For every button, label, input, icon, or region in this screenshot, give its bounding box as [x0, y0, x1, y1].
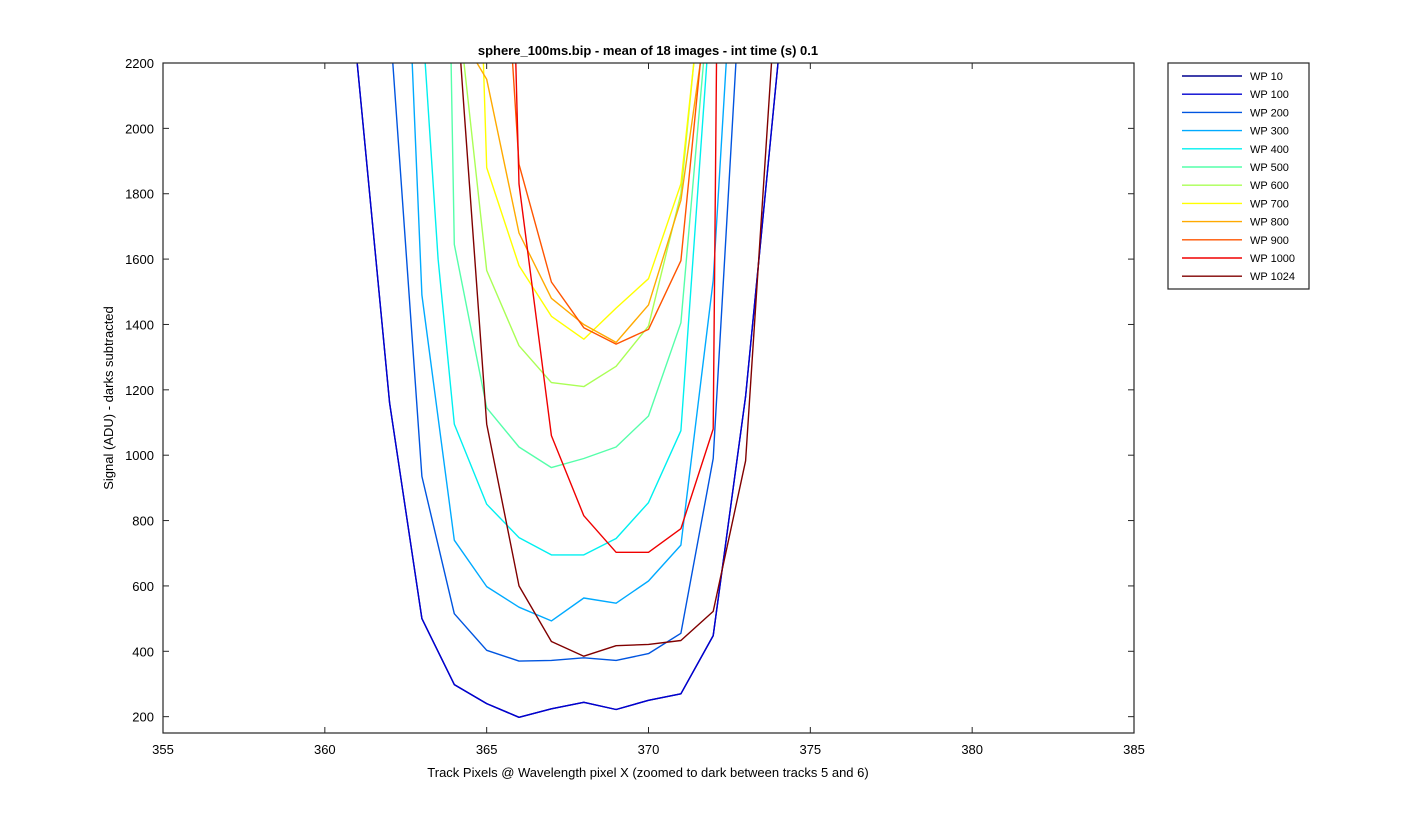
series-line — [515, 63, 718, 553]
y-tick-label: 1000 — [125, 448, 154, 463]
y-tick-label: 1600 — [125, 252, 154, 267]
y-tick-label: 200 — [132, 710, 154, 725]
series-line — [476, 63, 701, 344]
series-line — [460, 63, 773, 657]
legend-label: WP 100 — [1250, 89, 1289, 101]
x-tick-label: 360 — [314, 742, 336, 757]
legend-label: WP 200 — [1250, 107, 1289, 119]
series-line — [511, 63, 701, 345]
chart-title: sphere_100ms.bip - mean of 18 images - i… — [478, 43, 818, 58]
legend-label: WP 1000 — [1250, 253, 1295, 265]
y-tick-label: 1800 — [125, 187, 154, 202]
plot-series — [356, 63, 779, 718]
series-line — [356, 63, 779, 718]
y-tick-label: 1400 — [125, 317, 154, 332]
series-line — [482, 63, 695, 340]
legend-label: WP 700 — [1250, 198, 1289, 210]
x-tick-label: 370 — [638, 742, 660, 757]
y-tick-label: 2200 — [125, 56, 154, 71]
axis-ticks: 355 360 365 370 375 380 385 200 400 600 800 1000 120… — [125, 56, 1145, 757]
x-axis-label: Track Pixels @ Wavelength pixel X (zoome… — [427, 765, 868, 780]
x-tick-label: 385 — [1123, 742, 1145, 757]
x-tick-label: 365 — [476, 742, 498, 757]
legend-label: WP 800 — [1250, 217, 1289, 229]
series-line — [463, 63, 695, 388]
y-tick-label: 2000 — [125, 121, 154, 136]
legend-label: WP 400 — [1250, 144, 1289, 156]
y-tick-label: 1200 — [125, 383, 154, 398]
legend: WP 10 WP 100 WP 200 WP 300 WP 400 WP 500 WP 60… — [1167, 62, 1310, 290]
x-tick-label: 380 — [961, 742, 983, 757]
series-line — [450, 63, 705, 469]
legend-label: WP 1024 — [1250, 271, 1295, 283]
legend-label: WP 600 — [1250, 180, 1289, 192]
y-tick-label: 400 — [132, 644, 154, 659]
y-axis-label: Signal (ADU) - darks subtracted — [101, 306, 116, 490]
legend-label: WP 500 — [1250, 162, 1289, 174]
y-tick-label: 600 — [132, 579, 154, 594]
x-tick-label: 355 — [152, 742, 174, 757]
legend-label: WP 300 — [1250, 126, 1289, 138]
legend-box — [1167, 62, 1310, 290]
legend-label: WP 10 — [1250, 71, 1283, 83]
plot-frame — [162, 62, 1135, 734]
x-tick-label: 375 — [799, 742, 821, 757]
series-line — [411, 63, 727, 622]
y-tick-label: 800 — [132, 514, 154, 529]
series-line — [392, 63, 737, 662]
series-line — [424, 63, 708, 556]
legend-label: WP 900 — [1250, 235, 1289, 247]
